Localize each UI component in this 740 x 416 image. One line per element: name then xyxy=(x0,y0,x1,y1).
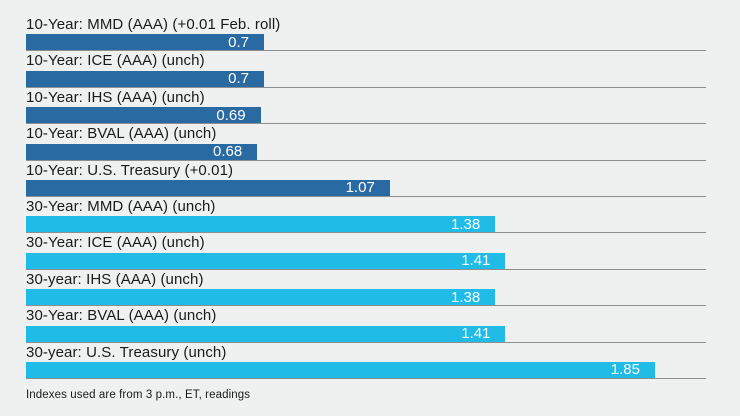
bar: 1.41 xyxy=(26,252,506,270)
bar-value-label: 1.38 xyxy=(450,215,481,233)
bar-category-label: 10-Year: ICE (AAA) (unch) xyxy=(26,52,205,70)
bar-row: 10-Year: IHS (AAA) (unch) 0.69 xyxy=(26,88,740,125)
bar-value-label: 0.69 xyxy=(216,106,246,124)
bar-track: 0.69 xyxy=(26,106,706,125)
bar-track: 1.38 xyxy=(26,215,706,234)
bar-category-label: 10-Year: IHS (AAA) (unch) xyxy=(26,88,205,106)
bar-value-label: 0.7 xyxy=(228,33,249,51)
bar-track: 1.85 xyxy=(26,361,706,379)
bar-category-label: 10-Year: MMD (AAA) (+0.01 Feb. roll) xyxy=(26,16,281,33)
bar-track: 0.7 xyxy=(26,70,706,88)
bar-row: 10-Year: MMD (AAA) (+0.01 Feb. roll) 0.7 xyxy=(26,15,740,52)
bar-value-label: 0.7 xyxy=(228,70,249,88)
bar-row: 30-Year: ICE (AAA) (unch) 1.41 xyxy=(26,233,740,270)
bar-chart: 10-Year: MMD (AAA) (+0.01 Feb. roll) 0.7… xyxy=(26,15,740,401)
bar: 0.7 xyxy=(26,70,264,88)
bar: 1.07 xyxy=(26,179,390,197)
bar-row: 30-Year: MMD (AAA) (unch) 1.38 xyxy=(26,197,740,234)
bar-track: 0.68 xyxy=(26,143,706,161)
bar-row: 10-Year: ICE (AAA) (unch) 0.7 xyxy=(26,51,740,88)
bar-row: 10-Year: BVAL (AAA) (unch) 0.68 xyxy=(26,124,740,161)
chart-footnote: Indexes used are from 3 p.m., ET, readin… xyxy=(26,388,251,401)
bar-category-label: 10-Year: BVAL (AAA) (unch) xyxy=(26,125,217,143)
bar-row: 30-year: IHS (AAA) (unch) 1.38 xyxy=(26,270,740,307)
bar: 1.38 xyxy=(26,288,496,306)
bar-category-label: 10-Year: U.S. Treasury (+0.01) xyxy=(26,161,234,179)
bar: 1.41 xyxy=(26,325,506,343)
bar-value-label: 0.68 xyxy=(212,143,243,161)
bar-category-label: 30-Year: MMD (AAA) (unch) xyxy=(26,197,216,215)
bar-track: 1.41 xyxy=(26,325,706,343)
bar-track: 0.7 xyxy=(26,33,706,52)
bar-row: 10-Year: U.S. Treasury (+0.01) 1.07 xyxy=(26,161,740,197)
bar-category-label: 30-Year: BVAL (AAA) (unch) xyxy=(26,307,217,325)
bar-track: 1.07 xyxy=(26,179,706,197)
bar-category-label: 30-year: U.S. Treasury (unch) xyxy=(26,343,227,361)
bar: 0.69 xyxy=(26,106,261,124)
bar-category-label: 30-year: IHS (AAA) (unch) xyxy=(26,270,204,288)
bar-category-label: 30-Year: ICE (AAA) (unch) xyxy=(26,234,205,252)
bar-value-label: 1.85 xyxy=(610,361,640,379)
bar-row: 30-year: U.S. Treasury (unch) 1.85 xyxy=(26,343,740,379)
bar-value-label: 1.38 xyxy=(450,288,481,306)
bar: 1.38 xyxy=(26,215,496,233)
bar: 0.7 xyxy=(26,33,264,51)
bar-track: 1.38 xyxy=(26,288,706,307)
bar-value-label: 1.07 xyxy=(345,179,375,197)
bar-value-label: 1.41 xyxy=(461,252,491,270)
bar: 0.68 xyxy=(26,143,258,161)
bar-value-label: 1.41 xyxy=(461,325,491,343)
bar: 1.85 xyxy=(26,361,655,379)
bar-track: 1.41 xyxy=(26,252,706,270)
bar-row: 30-Year: BVAL (AAA) (unch) 1.41 xyxy=(26,306,740,343)
bar-rows: 10-Year: MMD (AAA) (+0.01 Feb. roll) 0.7… xyxy=(26,15,740,379)
